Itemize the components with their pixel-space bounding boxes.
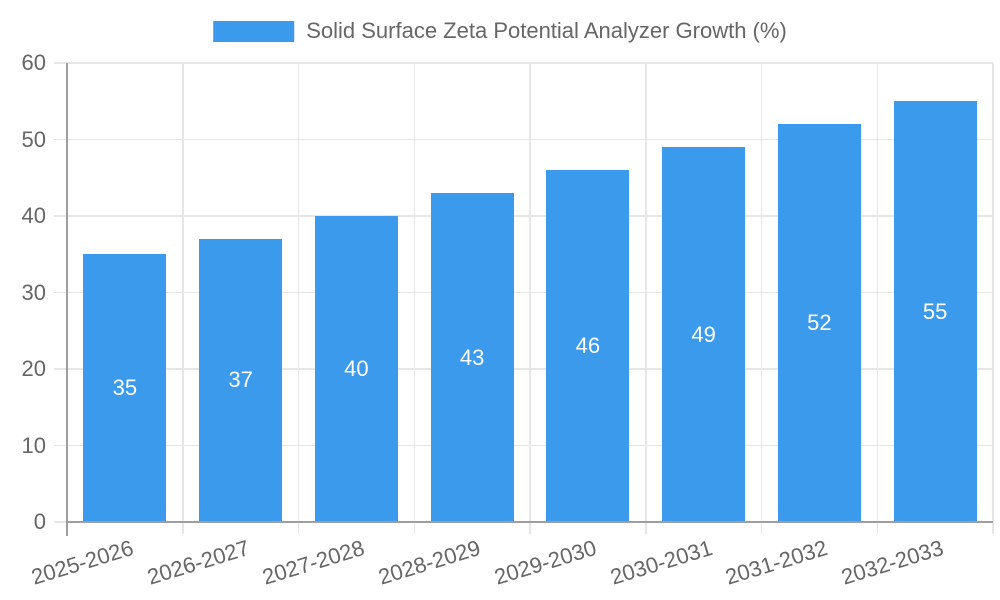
y-tick-label: 10 [21,432,46,458]
grid-line-x [760,63,763,522]
y-tick-label: 0 [33,509,46,534]
y-tick-mark [54,138,67,141]
bar-value-label: 52 [807,310,832,336]
bar[interactable] [777,124,861,522]
x-tick-mark [876,522,878,534]
bar-value-label: 43 [459,344,485,370]
y-tick-mark [54,368,67,370]
grid-line-x [297,63,300,522]
grid-line-x [529,63,531,522]
x-tick-mark [645,522,647,534]
bar-value-label: 49 [691,321,716,347]
y-axis-line [66,63,68,536]
x-axis-line [67,521,993,523]
x-tick-mark [529,522,531,534]
bar[interactable] [893,101,977,522]
y-tick-mark [54,291,67,294]
grid-line-x [992,63,994,522]
x-tick-mark [182,522,184,534]
bar[interactable] [430,193,514,522]
y-tick-mark [54,215,67,217]
bar[interactable] [546,170,630,522]
y-tick-label: 50 [21,126,46,152]
bar-value-label: 37 [228,367,253,393]
legend-swatch [213,20,295,42]
x-tick-mark [413,522,415,534]
x-tick-mark [992,522,994,534]
x-tick-mark [760,522,763,534]
bar-value-label: 55 [922,298,948,324]
grid-line-x [182,63,184,522]
y-tick-label: 40 [21,203,46,228]
grid-line-x [413,63,415,522]
y-tick-mark [54,444,67,447]
bar[interactable] [314,216,398,522]
y-tick-label: 30 [21,279,46,305]
bar-value-label: 40 [344,356,369,381]
y-tick-label: 20 [21,356,46,381]
y-tick-label: 60 [21,50,46,75]
bar-value-label: 35 [112,375,138,401]
y-tick-mark [54,521,67,523]
grid-line-x [876,63,878,522]
chart-legend: Solid Surface Zeta Potential Analyzer Gr… [213,18,787,44]
x-tick-mark [297,522,300,534]
legend-item[interactable]: Solid Surface Zeta Potential Analyzer Gr… [213,18,787,44]
bar[interactable] [199,238,283,522]
grid-line-x [645,63,647,522]
legend-label: Solid Surface Zeta Potential Analyzer Gr… [306,18,787,43]
bar-value-label: 46 [575,333,601,359]
bar[interactable] [83,254,167,522]
bar[interactable] [662,147,746,522]
y-tick-mark [54,62,67,64]
